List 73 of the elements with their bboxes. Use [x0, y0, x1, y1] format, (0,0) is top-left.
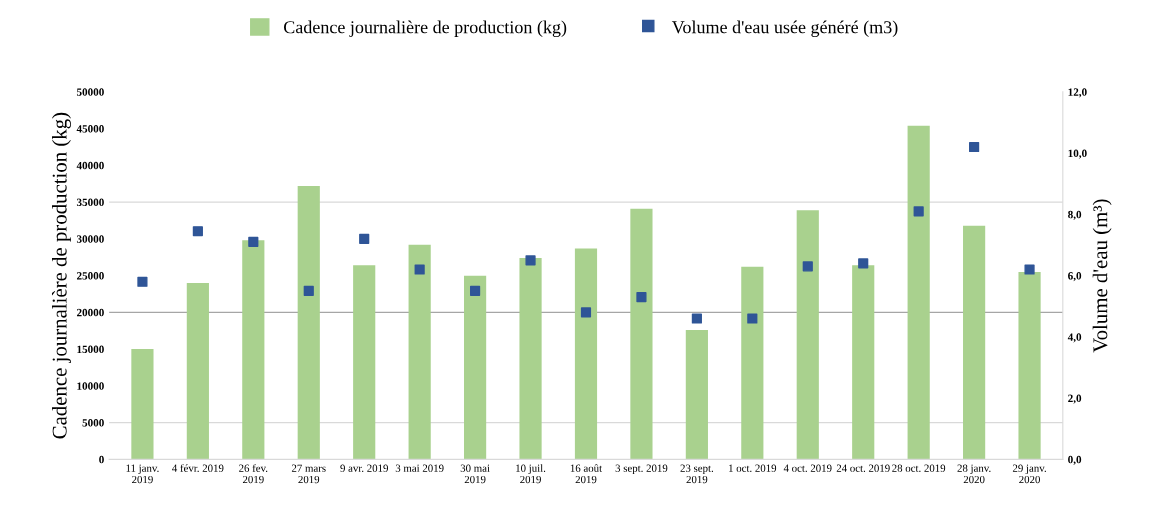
- y-tick-label: 10000: [77, 382, 104, 390]
- bar: [907, 125, 930, 460]
- point: [1024, 264, 1035, 275]
- y-tick-label: 50000: [76, 88, 104, 96]
- x-tick-label: 26 fev. 2019: [239, 464, 268, 484]
- bar: [852, 265, 875, 460]
- bar: [186, 282, 209, 460]
- point: [913, 206, 924, 217]
- point: [525, 255, 536, 266]
- y-tick-label: 5000: [82, 419, 104, 427]
- y2-axis-title: Volume d'eau (m³): [1092, 199, 1112, 353]
- bar: [685, 330, 708, 460]
- y2-tick-label: 10,0: [1068, 149, 1087, 159]
- bar: [242, 240, 265, 460]
- point: [969, 141, 980, 153]
- x-tick-label: 3 mai 2019: [395, 464, 444, 472]
- bar: [796, 210, 819, 460]
- point: [691, 313, 702, 324]
- bar: [963, 225, 986, 460]
- point: [192, 226, 203, 237]
- y-tick-label: 45000: [76, 125, 104, 133]
- point: [470, 285, 481, 297]
- y2-tick-label: 0,0: [1068, 455, 1082, 465]
- x-tick-label: 28 janv. 2020: [957, 464, 991, 484]
- y2-tick-label: 8,0: [1068, 210, 1082, 220]
- point: [303, 285, 314, 297]
- point: [747, 313, 758, 324]
- x-tick-label: 28 oct. 2019: [892, 464, 946, 472]
- x-tick-label: 30 mai 2019: [460, 464, 490, 484]
- bar: [574, 248, 598, 460]
- x-tick-label: 3 sept. 2019: [615, 464, 668, 475]
- x-tick-label: 24 oct. 2019: [836, 464, 890, 472]
- y-tick-label: 0: [99, 455, 104, 464]
- bar: [741, 266, 764, 460]
- y-tick-label: 35000: [76, 198, 104, 207]
- x-tick-label: 23 sept. 2019: [680, 464, 714, 484]
- y-tick-label: 30000: [76, 235, 104, 243]
- bar: [353, 265, 376, 460]
- x-tick-label: 4 févr. 2019: [172, 464, 224, 472]
- bar: [131, 349, 154, 460]
- x-tick-label: 27 mars 2019: [291, 464, 326, 484]
- point: [414, 264, 425, 275]
- y-tick-label: 15000: [77, 345, 104, 354]
- point: [636, 291, 647, 303]
- y2-tick-label: 4,0: [1067, 333, 1082, 343]
- y2-tick-label: 2,0: [1068, 394, 1082, 404]
- y-axis-title: Cadence journalière de production (kg): [51, 112, 71, 439]
- bar: [297, 185, 320, 460]
- y-tick-label: 20000: [76, 308, 104, 317]
- y-tick-label: 25000: [76, 272, 104, 280]
- point: [248, 236, 259, 248]
- y2-tick-label: 6,0: [1068, 272, 1082, 282]
- bar: [408, 244, 431, 460]
- point: [359, 233, 370, 244]
- point: [137, 276, 148, 287]
- point: [802, 261, 813, 272]
- y-tick-label: 40000: [76, 161, 104, 170]
- x-tick-label: 11 janv. 2019: [126, 464, 159, 484]
- x-tick-label: 29 janv. 2020: [1012, 464, 1046, 484]
- x-tick-label: 10 juil. 2019: [516, 464, 546, 484]
- point: [858, 258, 869, 269]
- legend-label: Cadence journalière de production (kg): [283, 20, 567, 38]
- x-tick-label: 9 avr. 2019: [340, 464, 388, 472]
- bar: [519, 257, 542, 460]
- bar: [464, 275, 487, 460]
- x-tick-label: 4 oct. 2019: [783, 464, 832, 472]
- x-tick-label: 1 oct. 2019: [729, 464, 777, 472]
- y2-tick-label: 12,0: [1068, 88, 1087, 98]
- bar: [1018, 271, 1041, 460]
- bar: [630, 208, 653, 460]
- x-tick-label: 16 août 2019: [570, 464, 603, 484]
- legend-label: Volume d'eau usée généré (m3): [671, 20, 898, 38]
- point: [580, 307, 592, 318]
